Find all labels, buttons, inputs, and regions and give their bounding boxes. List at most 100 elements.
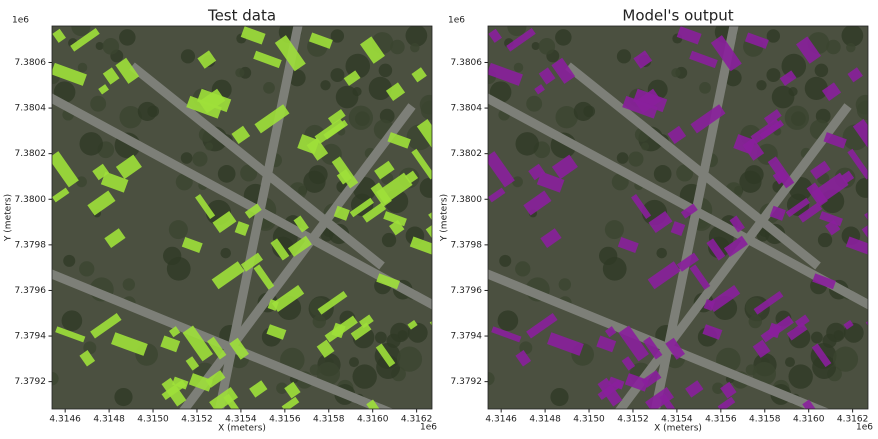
tree (217, 165, 236, 183)
tree (419, 177, 432, 198)
tree (192, 151, 208, 167)
building-overlay (185, 356, 200, 371)
building-overlay (254, 104, 290, 134)
building-overlay (207, 336, 227, 360)
building-overlay (52, 62, 87, 86)
x-tick-label: 4.3158 (749, 415, 781, 425)
tree (316, 361, 341, 386)
building-overlay (689, 50, 718, 69)
building-overlay (551, 154, 578, 180)
building-overlay (769, 205, 786, 221)
tree (240, 164, 258, 182)
building-overlay (488, 151, 515, 188)
tree (784, 357, 795, 368)
building-overlay (540, 228, 562, 248)
tree (499, 254, 512, 267)
y-offset-text: 1e6 (12, 16, 29, 26)
tree (52, 372, 59, 386)
tree (512, 176, 523, 188)
building-overlay (316, 339, 335, 358)
tree (90, 95, 107, 112)
building-overlay (409, 236, 432, 256)
x-axis-label: X (meters) (654, 424, 702, 434)
x-tick-label: 4.3160 (357, 415, 389, 425)
building-overlay (798, 202, 823, 223)
tree (235, 68, 245, 78)
building-overlay (825, 219, 841, 236)
x-tick-label: 4.3146 (49, 415, 81, 425)
building-overlay (680, 203, 698, 219)
y-axis-label: Y (meters) (4, 194, 14, 242)
tree (405, 26, 428, 47)
tree (513, 62, 524, 73)
building-overlay (645, 386, 675, 409)
building-overlay (197, 88, 232, 113)
building-overlay (90, 313, 122, 339)
tree (308, 165, 328, 185)
tree (348, 357, 359, 368)
building-overlay (759, 119, 784, 140)
building-overlay (323, 119, 348, 140)
building-overlay (287, 235, 312, 257)
x-tick-label: 4.3158 (313, 415, 345, 425)
building-overlay (429, 308, 432, 331)
tree (114, 387, 133, 407)
road (615, 103, 852, 409)
tree (855, 94, 868, 115)
building-overlay (376, 273, 400, 290)
building-overlay (665, 337, 685, 360)
building-overlay (211, 261, 245, 290)
building-overlay (689, 264, 711, 290)
tree (699, 81, 711, 94)
building-overlay (197, 50, 217, 69)
tree (348, 105, 374, 130)
building-overlay (383, 211, 407, 227)
y-tick-label: 7.3794 (451, 332, 483, 342)
x-tick-label: 4.3156 (269, 415, 301, 425)
building-overlay (526, 313, 558, 339)
tree (602, 256, 627, 281)
tree (744, 165, 764, 185)
building-overlay (229, 337, 249, 360)
building-overlay (331, 322, 346, 339)
tree (77, 62, 88, 73)
chart-title: Model's output (622, 7, 733, 25)
building-overlay (802, 399, 829, 409)
building-overlay (617, 237, 639, 253)
tree (119, 29, 136, 46)
building-overlay (547, 332, 584, 356)
building-overlay (702, 324, 723, 340)
tree (61, 310, 83, 331)
building-overlay (631, 193, 652, 220)
building-overlay (551, 57, 576, 84)
tree (817, 232, 833, 248)
building-overlay (785, 197, 810, 218)
building-overlay (707, 285, 741, 312)
building-overlay (823, 132, 847, 149)
tree (616, 49, 632, 64)
building-overlay (336, 169, 353, 185)
building-overlay (362, 202, 387, 223)
y-offset-text: 1e6 (448, 16, 465, 26)
building-overlay (284, 381, 301, 399)
tree (784, 105, 810, 130)
building-overlay (607, 376, 625, 390)
building-overlay (52, 151, 79, 188)
tree (276, 382, 288, 394)
x-offset-text: 1e6 (420, 423, 437, 433)
building-overlay (670, 221, 686, 236)
building-overlay (536, 171, 565, 193)
tree (79, 132, 103, 156)
building-overlay (104, 228, 126, 248)
building-overlay (186, 95, 222, 119)
tree (102, 38, 120, 55)
x-tick-label: 4.3148 (529, 415, 561, 425)
tree (671, 68, 681, 78)
tree (205, 142, 214, 151)
tree (526, 95, 543, 112)
tree (826, 39, 841, 55)
building-overlay (234, 221, 250, 236)
building-overlay (404, 170, 419, 184)
tree (555, 106, 578, 129)
tree (781, 53, 807, 79)
